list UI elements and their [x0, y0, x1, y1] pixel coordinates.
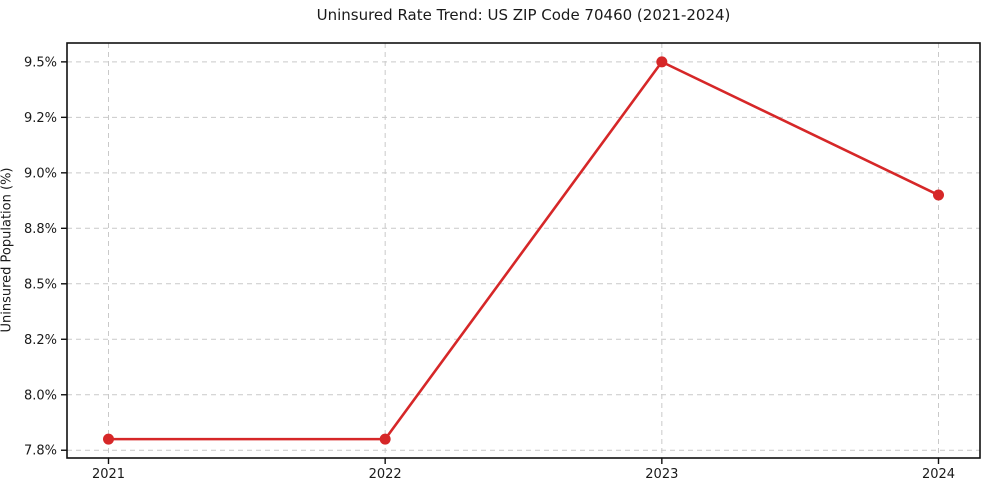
axes-spines [66, 42, 981, 459]
y-tick-label: 8.8% [24, 222, 57, 237]
y-tick-label: 9.5% [24, 55, 57, 70]
x-tick-label: 2022 [369, 467, 402, 482]
x-tick-label: 2023 [645, 467, 678, 482]
y-axis-label: Uninsured Population (%) [0, 167, 15, 333]
y-tick-label: 8.5% [24, 277, 57, 292]
y-tick-label: 7.8% [24, 444, 57, 459]
x-tick-label: 2024 [922, 467, 955, 482]
y-tick-label: 9.0% [24, 166, 57, 181]
y-tick-label: 9.2% [24, 111, 57, 126]
y-tick-label: 8.2% [24, 333, 57, 348]
trend-line [107, 60, 940, 441]
data-point-2024 [933, 189, 944, 201]
data-point-2023 [656, 56, 668, 68]
y-tick-label: 8.0% [24, 388, 57, 403]
data-point-2022 [379, 433, 391, 445]
chart-title: Uninsured Rate Trend: US ZIP Code 70460 … [316, 6, 731, 24]
data-point-2021 [103, 433, 114, 445]
x-tick-label: 2021 [92, 467, 125, 482]
